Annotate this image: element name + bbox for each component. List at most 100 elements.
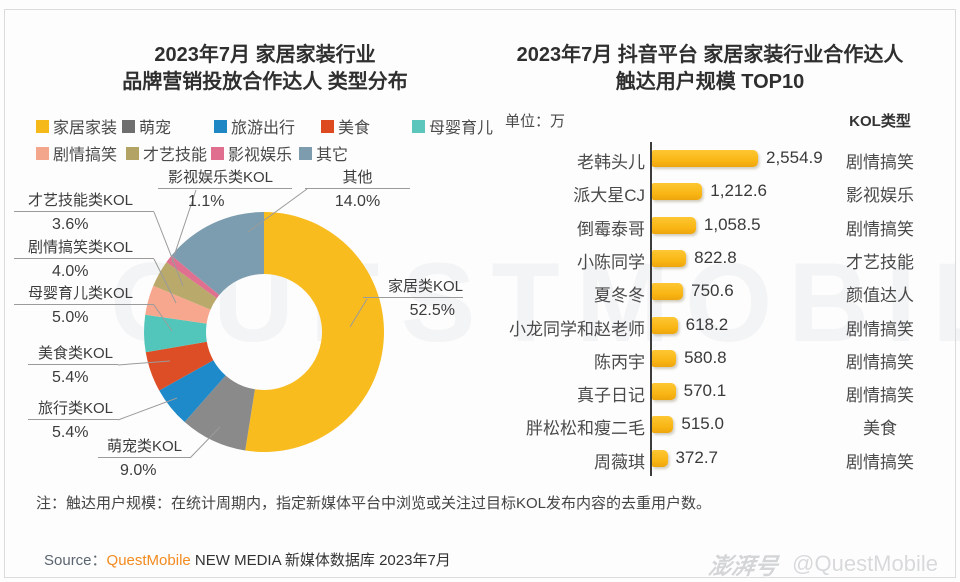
bar-row-name: 夏冬冬 bbox=[594, 286, 645, 306]
donut-label-name: 其他 bbox=[305, 167, 410, 189]
bar-value-label: 515.0 bbox=[681, 414, 724, 434]
legend-item: 母婴育儿 bbox=[412, 117, 494, 137]
legend-item: 萌宠 bbox=[122, 117, 172, 137]
bar-kol-type: 剧情搞笑 bbox=[846, 452, 914, 472]
source-line: Source：QuestMobile NEW MEDIA 新媒体数据库 2023… bbox=[44, 549, 451, 570]
legend-label: 母婴育儿 bbox=[429, 120, 494, 137]
donut-label-connector bbox=[153, 304, 173, 332]
donut-label-name: 才艺技能类KOL bbox=[14, 190, 154, 212]
donut-slice bbox=[159, 360, 226, 423]
donut-slice bbox=[153, 262, 217, 310]
pengpai-logo: 澎湃号 bbox=[707, 553, 780, 579]
donut-label-value: 5.0% bbox=[52, 309, 89, 326]
donut-label-connector bbox=[349, 298, 368, 328]
donut-label: 母婴育儿类KOL 5.0% bbox=[14, 283, 154, 328]
donut-slice bbox=[171, 212, 264, 296]
bar-rect bbox=[652, 283, 684, 301]
bar-rect bbox=[652, 416, 674, 434]
donut-label-value: 4.0% bbox=[52, 263, 89, 280]
legend-swatch bbox=[126, 146, 139, 160]
legend-swatch bbox=[214, 119, 227, 133]
bar-row: 派大星CJ 1,212.6 影视娱乐 bbox=[480, 175, 958, 208]
bar-chart: 老韩头儿 2,554.9 剧情搞笑 派大星CJ 1,212.6 影视娱乐 倒霉泰哥 1,058… bbox=[480, 142, 958, 478]
donut-label-value: 9.0% bbox=[120, 462, 157, 479]
bar-row: 小龙同学和赵老师 618.2 剧情搞笑 bbox=[480, 309, 958, 342]
donut-label-connector bbox=[153, 258, 177, 304]
legend-label: 剧情搞笑 bbox=[53, 147, 118, 164]
legend-label: 旅游出行 bbox=[231, 120, 296, 137]
donut-label: 其他 14.0% bbox=[305, 167, 410, 212]
unit-label: 单位：万 bbox=[505, 113, 566, 130]
donut-label-name: 萌宠类KOL bbox=[98, 436, 190, 458]
bar-rect bbox=[652, 183, 703, 201]
bar-row: 小陈同学 822.8 才艺技能 bbox=[480, 242, 958, 275]
bar-value-label: 1,058.5 bbox=[703, 214, 761, 234]
legend-item: 美食 bbox=[321, 117, 371, 137]
legend-swatch bbox=[36, 119, 49, 133]
bar-row-name: 小龙同学和赵老师 bbox=[509, 319, 645, 339]
bar-kol-type: 才艺技能 bbox=[846, 252, 914, 272]
source-prefix: Source： bbox=[44, 552, 107, 569]
donut-label-connector bbox=[117, 360, 171, 366]
bar-row-name: 小陈同学 bbox=[577, 252, 645, 272]
kol-type-header: KOL类型 bbox=[849, 113, 911, 130]
legend-swatch bbox=[122, 119, 135, 133]
donut-slice bbox=[245, 212, 384, 452]
donut-label: 影视娱乐类KOL 1.1% bbox=[158, 167, 292, 212]
donut-label-name: 母婴育儿类KOL bbox=[14, 283, 154, 305]
legend-label: 其它 bbox=[316, 147, 349, 164]
bar-value-label: 580.8 bbox=[684, 347, 727, 367]
donut-slice bbox=[184, 375, 255, 451]
donut-chart-title-line2: 品牌营销投放合作达人 类型分布 bbox=[122, 71, 408, 93]
bar-kol-type: 剧情搞笑 bbox=[846, 352, 914, 372]
legend-swatch bbox=[412, 119, 425, 133]
donut-label-connector bbox=[171, 189, 197, 263]
legend-item: 旅游出行 bbox=[214, 117, 296, 137]
bar-chart-axis bbox=[650, 142, 652, 476]
bar-rect bbox=[652, 249, 687, 267]
bar-rect bbox=[652, 449, 668, 467]
legend-item: 其它 bbox=[299, 144, 349, 164]
bar-row: 倒霉泰哥 1,058.5 剧情搞笑 bbox=[480, 209, 958, 242]
bar-rect bbox=[652, 349, 677, 367]
donut-label-value: 5.4% bbox=[52, 369, 89, 386]
donut-slice bbox=[166, 255, 220, 299]
donut-label-connector bbox=[153, 211, 184, 287]
legend-item: 剧情搞笑 bbox=[36, 144, 118, 164]
bar-value-label: 750.6 bbox=[691, 281, 734, 301]
donut-slice bbox=[145, 341, 214, 391]
bar-value-label: 618.2 bbox=[685, 314, 729, 334]
legend-item: 影视娱乐 bbox=[211, 144, 293, 164]
donut-label-connector bbox=[247, 188, 308, 233]
footnote: 注：触达用户规模：在统计周期内，指定新媒体平台中浏览或关注过目标KOL发布内容的… bbox=[36, 495, 712, 512]
bar-value-label: 822.8 bbox=[694, 247, 737, 267]
legend-swatch bbox=[211, 146, 224, 160]
donut-label-value: 5.4% bbox=[52, 424, 89, 441]
bar-rect bbox=[652, 316, 678, 334]
legend-swatch bbox=[299, 146, 312, 160]
bar-row-name: 陈丙宇 bbox=[594, 352, 645, 372]
legend-label: 家居家装 bbox=[53, 120, 118, 137]
donut-label: 才艺技能类KOL 3.6% bbox=[14, 190, 154, 235]
bar-chart-title: 2023年7月 抖音平台 家居家装行业合作达人 触达用户规模 TOP10 bbox=[485, 42, 935, 96]
legend-label: 萌宠 bbox=[139, 120, 172, 137]
bar-value-label: 1,212.6 bbox=[710, 181, 768, 201]
bar-kol-type: 剧情搞笑 bbox=[846, 386, 914, 406]
legend-label: 影视娱乐 bbox=[228, 147, 293, 164]
donut-slice bbox=[144, 314, 207, 353]
questmobile-handle: @QuestMobile bbox=[792, 551, 938, 576]
bar-row-name: 倒霉泰哥 bbox=[577, 219, 645, 239]
donut-chart bbox=[117, 188, 384, 459]
bar-rect bbox=[652, 216, 696, 234]
legend-label: 美食 bbox=[338, 120, 371, 137]
bar-value-label: 2,554.9 bbox=[766, 148, 823, 167]
donut-chart-title: 2023年7月 家居家装行业 品牌营销投放合作达人 类型分布 bbox=[35, 42, 495, 96]
donut-label-value: 1.1% bbox=[188, 193, 225, 210]
donut-label-value: 14.0% bbox=[334, 193, 381, 210]
bar-chart-title-line2: 触达用户规模 TOP10 bbox=[615, 71, 805, 93]
bar-chart-title-line1: 2023年7月 抖音平台 家居家装行业合作达人 bbox=[516, 44, 904, 66]
bar-row-name: 胖松松和瘦二毛 bbox=[526, 419, 645, 439]
bar-kol-type: 剧情搞笑 bbox=[846, 153, 914, 172]
donut-label: 剧情搞笑类KOL 4.0% bbox=[14, 237, 154, 282]
